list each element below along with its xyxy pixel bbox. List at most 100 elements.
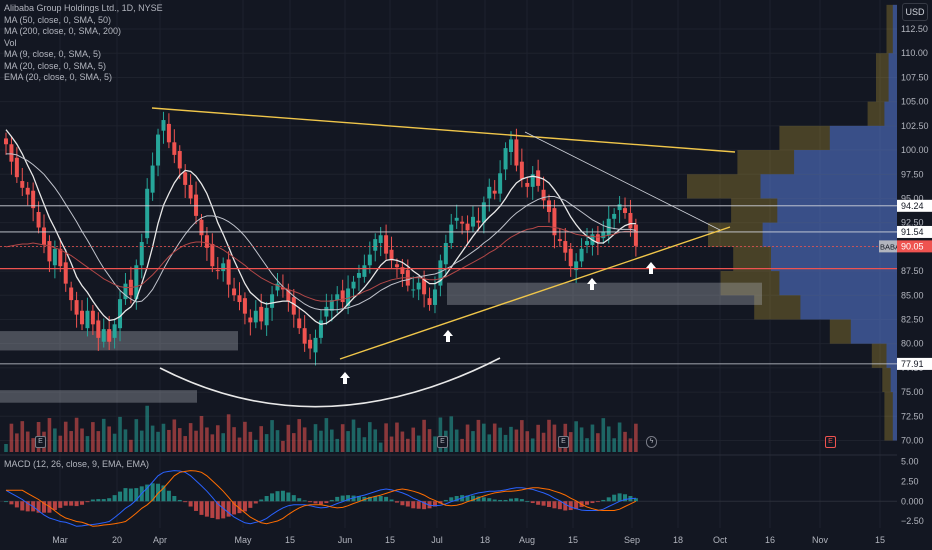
macd-histogram-bar	[324, 501, 329, 504]
profile-bin-up	[884, 101, 897, 126]
volume-bar	[395, 422, 399, 452]
macd-histogram-bar	[172, 496, 177, 502]
price-tick-label: 72.50	[901, 411, 924, 421]
macd-histogram-bar	[378, 496, 383, 502]
profile-bin-up	[888, 53, 897, 102]
volume-bar	[215, 425, 220, 452]
indicator-ma20[interactable]: MA (20, close, 0, SMA, 5)	[4, 60, 107, 71]
candle-body	[508, 139, 513, 152]
indicator-ma200[interactable]: MA (200, close, 0, SMA, 200)	[4, 26, 122, 36]
volume-profile	[687, 4, 897, 441]
macd-histogram-bar	[541, 501, 546, 506]
candle-body	[150, 165, 155, 193]
volume-bar	[129, 439, 133, 452]
volume-bar	[525, 431, 530, 452]
macd-histogram-bar	[118, 491, 123, 502]
time-tick-label: 16	[765, 535, 775, 545]
indicator-ma9[interactable]: MA (9, close, 0, SMA, 5)	[4, 49, 102, 59]
time-tick-label: Oct	[713, 535, 728, 545]
time-tick-label: Nov	[812, 535, 829, 545]
volume-bar	[183, 436, 187, 452]
volume-bar	[324, 418, 329, 452]
macd-histogram-bar	[389, 499, 394, 502]
candle-body	[351, 281, 356, 289]
volume-bar	[422, 419, 426, 452]
macd-histogram-bar	[215, 501, 220, 520]
candle-body	[226, 259, 231, 285]
volume-bar	[134, 419, 139, 452]
candle-body	[80, 310, 85, 325]
up-arrow-icon	[443, 330, 453, 342]
profile-bin-total	[884, 392, 897, 441]
indicator-volume[interactable]: Vol	[4, 37, 17, 48]
candle-body	[253, 310, 258, 323]
macd-histogram-bar	[270, 493, 275, 502]
volume-bar	[520, 420, 524, 452]
volume-bar	[161, 423, 166, 452]
volume-bar	[340, 424, 345, 452]
candle-body	[601, 231, 606, 239]
macd-histogram-bar	[177, 499, 182, 502]
volume-bar	[302, 427, 307, 452]
currency-button[interactable]: USD	[902, 3, 928, 21]
symbol-title[interactable]: Alibaba Group Holdings Ltd., 1D, NYSE	[4, 3, 163, 13]
volume-bar	[482, 423, 486, 452]
macd-histogram-bar	[69, 501, 74, 506]
indicator-ema20[interactable]: EMA (20, close, 0, SMA, 5)	[4, 72, 113, 82]
candle-body	[443, 242, 448, 265]
macd-histogram-bar	[112, 495, 117, 502]
candle-body	[215, 270, 220, 272]
volume-bar	[536, 424, 540, 452]
volume-bar	[188, 423, 193, 452]
volume-bar	[150, 425, 155, 452]
volume-bar	[351, 419, 356, 452]
macd-histogram-bar	[63, 501, 68, 506]
candle-body	[585, 241, 590, 245]
volume-bar	[53, 428, 57, 452]
earnings-event-icon[interactable]: E	[437, 436, 448, 448]
volume-bar	[47, 418, 52, 452]
candle-body	[20, 181, 25, 188]
volume-bar	[172, 419, 177, 452]
earnings-event-icon[interactable]: E	[825, 436, 836, 448]
indicator-ma50[interactable]: MA (50, close, 0, SMA, 50)	[4, 14, 112, 25]
volume-bar	[15, 433, 19, 452]
macd-histogram-bar	[519, 499, 524, 502]
candle-body	[525, 182, 530, 187]
volume-bar	[590, 424, 595, 452]
up-arrow-icon	[646, 262, 656, 274]
macd-histogram-bar	[313, 501, 318, 504]
candle-body	[204, 235, 209, 248]
candle-body	[74, 300, 79, 315]
profile-bin-total	[754, 295, 897, 320]
candle-body	[210, 243, 215, 267]
macd-histogram-bar	[470, 495, 475, 502]
volume-bar	[438, 417, 443, 452]
candle-body	[145, 188, 150, 239]
candle-body	[530, 174, 535, 187]
candle-body	[340, 290, 345, 303]
macd-title[interactable]: MACD (12, 26, close, 9, EMA, EMA)	[4, 459, 150, 469]
time-tick-label: Jun	[338, 535, 353, 545]
macd-histogram-bar	[9, 501, 14, 505]
macd-histogram-bar	[4, 501, 8, 503]
macd-histogram-bar	[242, 501, 247, 512]
candle-body	[416, 282, 421, 290]
dividend-event-icon[interactable]: ϟ	[646, 436, 657, 448]
macd-histogram-bar	[199, 501, 204, 515]
candle-body	[63, 262, 68, 284]
candle-body	[237, 295, 242, 303]
candle-body	[194, 194, 199, 216]
macd-histogram-bar	[101, 499, 106, 502]
candle-body	[90, 310, 95, 325]
price-tick-label: 75.00	[901, 387, 924, 397]
earnings-event-icon[interactable]: E	[35, 436, 46, 448]
volume-bar	[85, 436, 90, 452]
macd-histogram-bar	[536, 501, 541, 505]
candle-body	[411, 289, 416, 291]
macd-histogram-bar	[514, 498, 519, 502]
earnings-event-icon[interactable]: E	[558, 436, 569, 448]
volume-bar	[145, 405, 149, 452]
indicator-legend: Alibaba Group Holdings Ltd., 1D, NYSE MA…	[4, 3, 163, 84]
